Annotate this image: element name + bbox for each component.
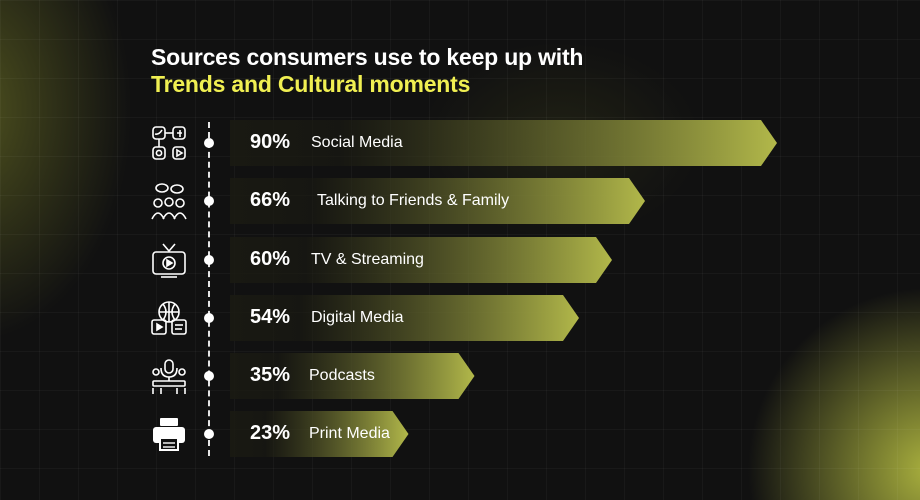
print-media-icon xyxy=(153,418,185,451)
timeline-dot xyxy=(204,313,214,323)
timeline-dot xyxy=(204,196,214,206)
timeline-dot xyxy=(204,138,214,148)
category-label: Digital Media xyxy=(311,309,404,326)
category-label: TV & Streaming xyxy=(311,251,424,268)
friends-family-icon xyxy=(151,183,187,220)
timeline-dot xyxy=(204,255,214,265)
bar-tv-streaming xyxy=(230,237,612,283)
category-label: Talking to Friends & Family xyxy=(317,192,510,209)
timeline-line xyxy=(208,122,210,456)
social-media-icon xyxy=(152,126,186,160)
bar-podcasts xyxy=(230,353,475,399)
value-label: 60% xyxy=(250,248,291,270)
category-label: Print Media xyxy=(309,425,390,442)
value-label: 54% xyxy=(250,306,291,328)
value-label: 35% xyxy=(250,364,291,386)
bar-social-media xyxy=(230,120,777,166)
category-label: Podcasts xyxy=(309,367,375,384)
tv-streaming-icon xyxy=(152,243,186,278)
timeline-dot xyxy=(204,371,214,381)
value-label: 90% xyxy=(250,131,291,153)
value-label: 23% xyxy=(250,422,291,444)
chart-subtitle: Trends and Cultural moments xyxy=(151,71,471,97)
value-label: 66% xyxy=(250,189,291,211)
category-label: Social Media xyxy=(311,134,403,151)
timeline-dot xyxy=(204,429,214,439)
bar-digital-media xyxy=(230,295,579,341)
podcasts-icon xyxy=(152,359,186,394)
digital-media-icon xyxy=(151,301,187,335)
bar-talking-to-friends-family xyxy=(230,178,645,224)
chart-title: Sources consumers use to keep up with xyxy=(151,44,584,70)
bar-print-media xyxy=(230,411,409,457)
